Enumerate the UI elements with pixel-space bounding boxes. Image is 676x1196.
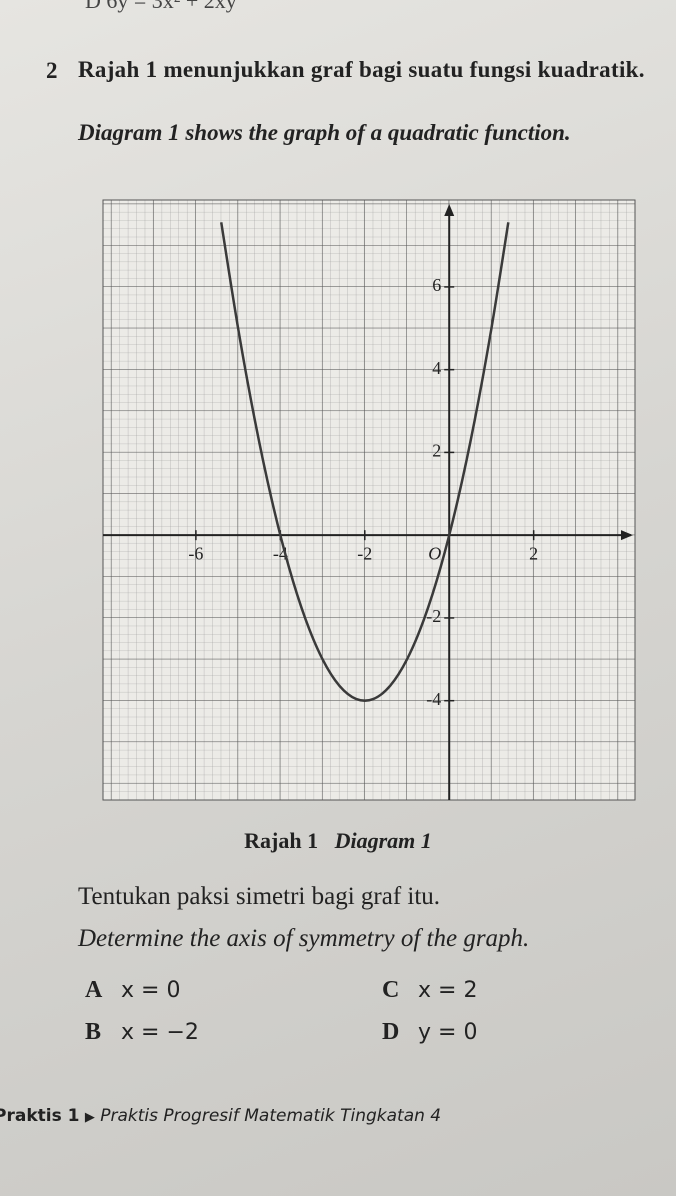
footer-section: Praktis 1 [0,1106,80,1126]
option-text: x = 2 [418,978,478,1003]
y-tick-label: -2 [426,606,441,626]
x-tick-label: 2 [529,543,538,563]
figure-caption: Rajah 1 Diagram 1 [0,828,676,854]
footer-arrow: ▶ [84,1110,95,1125]
y-tick-label: 6 [432,275,441,295]
y-tick-label: 2 [432,441,441,461]
x-axis-arrow [621,530,633,541]
option-letter: A [85,977,103,1003]
prompt-english: Determine the axis of symmetry of the gr… [78,925,530,952]
major-grid [103,200,635,800]
option-text: x = 0 [121,978,181,1003]
curve [219,222,510,702]
prompt-malay: Tentukan paksi simetri bagi graf itu. [78,883,441,910]
footer: Praktis 1 ▶ Praktis Progresif Matematik … [0,1106,441,1126]
option-text: x = −2 [121,1020,199,1045]
y-axis-arrow [444,204,455,216]
question-malay: Rajah 1 menunjukkan graf bagi suatu fung… [78,57,645,82]
y-tick-label: 4 [432,358,441,378]
option-text: y = 0 [418,1020,478,1045]
option-letter: B [85,1019,102,1045]
option-letter: D [382,1019,400,1045]
origin-label: O [428,543,441,563]
graph-border [102,199,636,801]
y-tick-label: -4 [426,689,441,709]
question-english: Diagram 1 shows the graph of a quadratic… [78,120,571,145]
question-number: 2 [46,58,58,83]
footer-book: Praktis Progresif Matematik Tingkatan 4 [100,1106,442,1126]
x-tick-label: -6 [188,543,203,563]
option-letter: C [382,977,400,1003]
caption-malay: Rajah 1 [244,828,319,853]
header-fragment: D 6y = 3x² + 2xy [85,0,237,13]
caption-english: Diagram 1 [334,828,432,853]
x-tick-label: -2 [357,543,372,563]
